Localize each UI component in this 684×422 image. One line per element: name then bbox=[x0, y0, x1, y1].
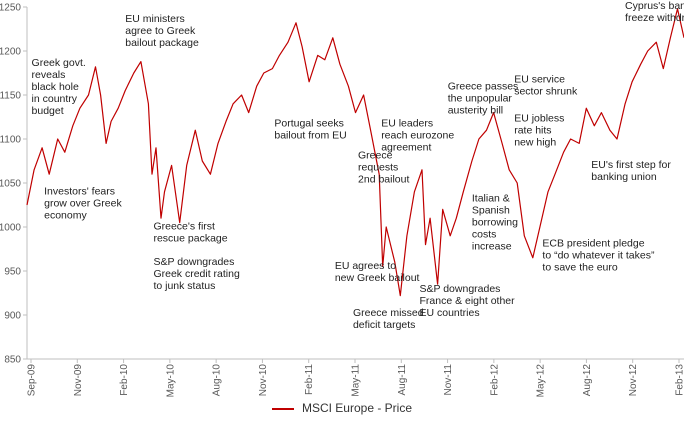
annotations: Greek govt. reveals black hole in country bu… bbox=[32, 0, 684, 331]
y-tick-label: 850 bbox=[4, 355, 21, 366]
x-tick-label: Nov-10 bbox=[258, 364, 269, 397]
annotation: Italian & Spanish borrowing costs increase bbox=[472, 192, 518, 252]
x-tick-label: May-11 bbox=[351, 364, 362, 397]
annotation: Greece's first rescue package bbox=[153, 221, 227, 245]
annotation: EU jobless rate hits new high bbox=[514, 112, 564, 148]
annotation: S&P downgrades France & eight other EU cou… bbox=[419, 283, 515, 319]
x-tick-label: Aug-11 bbox=[397, 364, 408, 396]
annotation: EU's first step for banking union bbox=[591, 159, 671, 183]
y-tick-label: 1000 bbox=[0, 223, 21, 234]
annotation: S&P downgrades Greek credit rating to junk… bbox=[153, 256, 240, 292]
annotation: ECB president pledge to “do whatever it t… bbox=[542, 237, 655, 273]
x-tick-label: Feb-11 bbox=[304, 364, 315, 395]
x-tick-label: Feb-12 bbox=[489, 364, 500, 396]
annotation: Investors' fears grow over Greek economy bbox=[44, 185, 122, 221]
legend-label: MSCI Europe - Price bbox=[301, 401, 413, 415]
x-tick-label: Nov-09 bbox=[73, 364, 84, 397]
annotation: EU service sector shrunk bbox=[514, 74, 578, 98]
x-tick-label: Nov-12 bbox=[628, 364, 639, 397]
legend-swatch bbox=[271, 407, 294, 410]
annotation: Portugal seeks bailout from EU bbox=[274, 118, 346, 142]
annotation: EU ministers agree to Greek bailout packag… bbox=[125, 13, 199, 49]
y-tick-label: 1200 bbox=[0, 47, 21, 58]
x-tick-label: Aug-10 bbox=[212, 364, 223, 397]
y-tick-label: 1250 bbox=[0, 3, 21, 14]
x-tick-label: May-12 bbox=[536, 364, 547, 398]
y-tick-label: 1150 bbox=[0, 91, 21, 102]
x-tick-label: Sep-09 bbox=[27, 364, 38, 397]
annotation: Greece passes the unpopular austerity bill bbox=[448, 81, 519, 117]
y-tick-label: 950 bbox=[4, 267, 21, 278]
x-tick-label: Aug-12 bbox=[582, 364, 593, 397]
y-tick-label: 1100 bbox=[0, 135, 21, 146]
annotation: Greek govt. reveals black hole in country bu… bbox=[32, 57, 86, 117]
x-tick-label: May-10 bbox=[165, 364, 176, 398]
annotation: Greece requests 2nd bailout bbox=[358, 149, 409, 185]
x-tick-label: Feb-10 bbox=[119, 364, 130, 396]
annotation: EU agrees to new Greek bailout bbox=[335, 260, 420, 284]
annotation: Cyprus's banksfreeze withdrawals bbox=[625, 0, 684, 24]
x-axis-ticks: Sep-09 Nov-09 Feb-10 May-10 Aug-10 Nov-10 Feb-… bbox=[27, 359, 684, 397]
x-tick-label: Nov-11 bbox=[443, 364, 454, 396]
legend: MSCI Europe - Price bbox=[0, 401, 684, 415]
annotation: Greece missed deficit targets bbox=[353, 307, 424, 331]
series-line bbox=[26, 8, 684, 297]
y-axis-ticks: 850 900 950 1000 1050 1100 1150 1200 1250 bbox=[0, 3, 27, 366]
annotation: EU leaders reach eurozone agreement bbox=[381, 118, 454, 154]
x-tick-label: Feb-13 bbox=[675, 364, 684, 396]
series-group bbox=[26, 8, 684, 297]
y-tick-label: 900 bbox=[4, 311, 21, 322]
y-tick-label: 1050 bbox=[0, 179, 21, 190]
